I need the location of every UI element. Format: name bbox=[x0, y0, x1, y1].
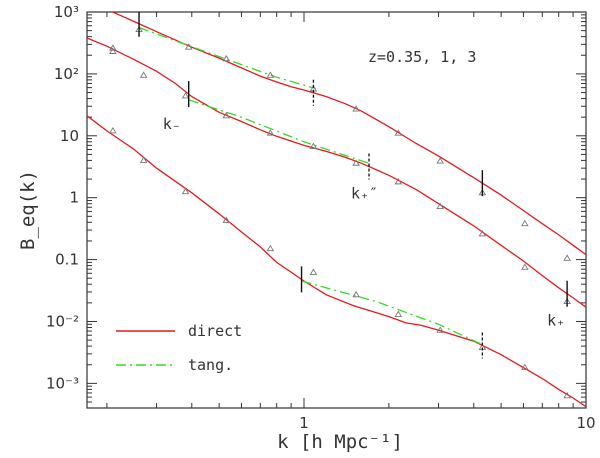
data-point bbox=[478, 230, 487, 237]
direct-curve bbox=[87, 115, 586, 408]
y-tick-label: 0.1 bbox=[55, 251, 79, 269]
y-tick-label: 10 bbox=[60, 127, 79, 145]
data-point bbox=[436, 157, 444, 164]
data-point bbox=[181, 187, 190, 195]
plot-frame bbox=[86, 11, 587, 409]
y-axis-label: B_eq(k) bbox=[17, 170, 39, 250]
data-point bbox=[139, 156, 148, 163]
y-tick-label: 1 bbox=[69, 189, 79, 207]
y-tick-label: 10³ bbox=[54, 3, 79, 21]
axis-ticks: 1 10 10³ 10² 10 1 0.1 10⁻² 10⁻³ k₋ k₊″ k₊ bbox=[46, 3, 596, 432]
tangent-line bbox=[301, 280, 483, 346]
x-axis-label: k [h Mpc⁻¹] bbox=[277, 431, 403, 453]
data-point bbox=[266, 129, 275, 136]
data-point bbox=[309, 268, 318, 275]
data-point bbox=[394, 310, 403, 317]
data-point bbox=[521, 263, 529, 270]
data-point bbox=[184, 43, 193, 50]
data-point bbox=[222, 216, 231, 223]
x-tick-label: 10 bbox=[576, 414, 595, 432]
annotation-redshifts: z=0.35, 1, 3 bbox=[368, 48, 476, 66]
tangent-line bbox=[188, 99, 370, 164]
data-point bbox=[436, 326, 444, 333]
x-tick-label: 1 bbox=[299, 414, 309, 432]
data-point bbox=[521, 219, 529, 227]
legend: direct tang. bbox=[116, 322, 242, 374]
legend-label-direct: direct bbox=[188, 322, 242, 340]
y-tick-label: 10² bbox=[54, 65, 79, 83]
k-markers bbox=[138, 12, 568, 359]
data-point bbox=[352, 105, 360, 112]
data-point bbox=[394, 129, 403, 136]
k-plus-label: k₊ bbox=[547, 312, 565, 330]
y-tick-label: 10⁻² bbox=[46, 312, 79, 330]
data-point bbox=[309, 142, 318, 150]
data-points bbox=[109, 25, 571, 399]
y-tick-label: 10⁻³ bbox=[46, 374, 79, 392]
legend-label-tang: tang. bbox=[188, 356, 233, 374]
data-point bbox=[563, 254, 571, 261]
data-point bbox=[181, 92, 190, 99]
data-point bbox=[109, 127, 117, 134]
tangent-lines bbox=[138, 26, 483, 346]
data-point bbox=[109, 47, 117, 54]
data-point bbox=[222, 54, 231, 62]
direct-curves bbox=[87, 12, 586, 408]
data-point bbox=[352, 159, 360, 166]
data-point bbox=[521, 363, 529, 371]
plot-area bbox=[86, 11, 587, 409]
tangent-line bbox=[138, 26, 316, 90]
data-point bbox=[266, 71, 275, 78]
k-plus2-label: k₊″ bbox=[351, 185, 378, 203]
data-point bbox=[109, 44, 117, 51]
direct-curve bbox=[87, 37, 586, 308]
data-point bbox=[563, 391, 571, 399]
data-point bbox=[139, 71, 148, 78]
data-point bbox=[394, 178, 403, 185]
k-minus-label: k₋ bbox=[163, 115, 181, 133]
data-point bbox=[222, 111, 231, 119]
data-point bbox=[436, 202, 444, 209]
data-point bbox=[266, 244, 275, 252]
data-point bbox=[352, 290, 360, 298]
